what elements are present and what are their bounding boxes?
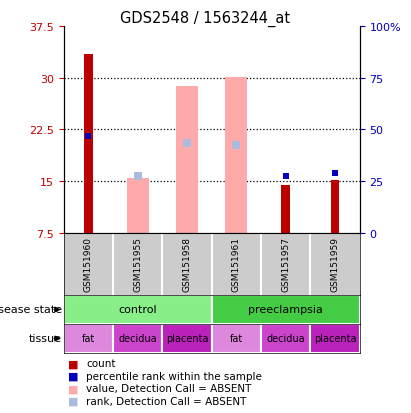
Text: percentile rank within the sample: percentile rank within the sample (86, 371, 262, 381)
Bar (310, 324, 360, 353)
Bar (84, 55, 93, 233)
Bar (330, 180, 339, 233)
Bar (127, 178, 149, 233)
Text: count: count (86, 358, 116, 368)
Text: GDS2548 / 1563244_at: GDS2548 / 1563244_at (120, 10, 291, 27)
Text: decidua: decidua (118, 334, 157, 344)
Text: fat: fat (230, 334, 243, 344)
Bar (113, 324, 162, 353)
Text: GSM151957: GSM151957 (281, 237, 290, 292)
Text: ■: ■ (68, 396, 79, 406)
Bar (162, 324, 212, 353)
Bar (176, 87, 198, 233)
Text: preeclampsia: preeclampsia (248, 305, 323, 315)
Text: decidua: decidua (266, 334, 305, 344)
Text: fat: fat (82, 334, 95, 344)
Text: ■: ■ (68, 371, 79, 381)
Bar (64, 324, 113, 353)
Text: GSM151958: GSM151958 (182, 237, 192, 292)
Bar (225, 78, 247, 233)
Bar (212, 324, 261, 353)
Text: rank, Detection Call = ABSENT: rank, Detection Call = ABSENT (86, 396, 247, 406)
Text: GSM151959: GSM151959 (330, 237, 339, 292)
Text: ■: ■ (68, 383, 79, 393)
Text: GSM151960: GSM151960 (84, 237, 93, 292)
Text: value, Detection Call = ABSENT: value, Detection Call = ABSENT (86, 383, 252, 393)
Text: placenta: placenta (314, 334, 356, 344)
Bar (212, 295, 360, 324)
Text: disease state: disease state (0, 305, 62, 315)
Text: ■: ■ (68, 358, 79, 368)
Bar (281, 185, 290, 233)
Bar (64, 295, 212, 324)
Text: GSM151961: GSM151961 (232, 237, 241, 292)
Text: GSM151955: GSM151955 (133, 237, 142, 292)
Text: tissue: tissue (29, 334, 62, 344)
Text: placenta: placenta (166, 334, 208, 344)
Text: control: control (118, 305, 157, 315)
Bar (261, 324, 310, 353)
